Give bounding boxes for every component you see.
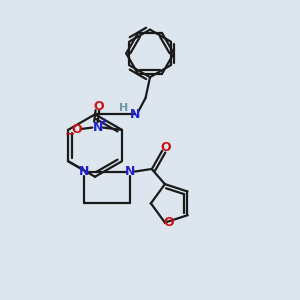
Text: N: N xyxy=(130,108,140,121)
Text: N: N xyxy=(92,121,103,134)
Text: +: + xyxy=(100,117,108,127)
Text: −: − xyxy=(64,128,75,141)
Text: O: O xyxy=(71,122,82,136)
Text: O: O xyxy=(94,100,104,113)
Text: O: O xyxy=(160,141,171,154)
Text: N: N xyxy=(125,165,136,178)
Text: H: H xyxy=(119,103,128,113)
Text: N: N xyxy=(79,165,89,178)
Text: O: O xyxy=(163,216,174,229)
